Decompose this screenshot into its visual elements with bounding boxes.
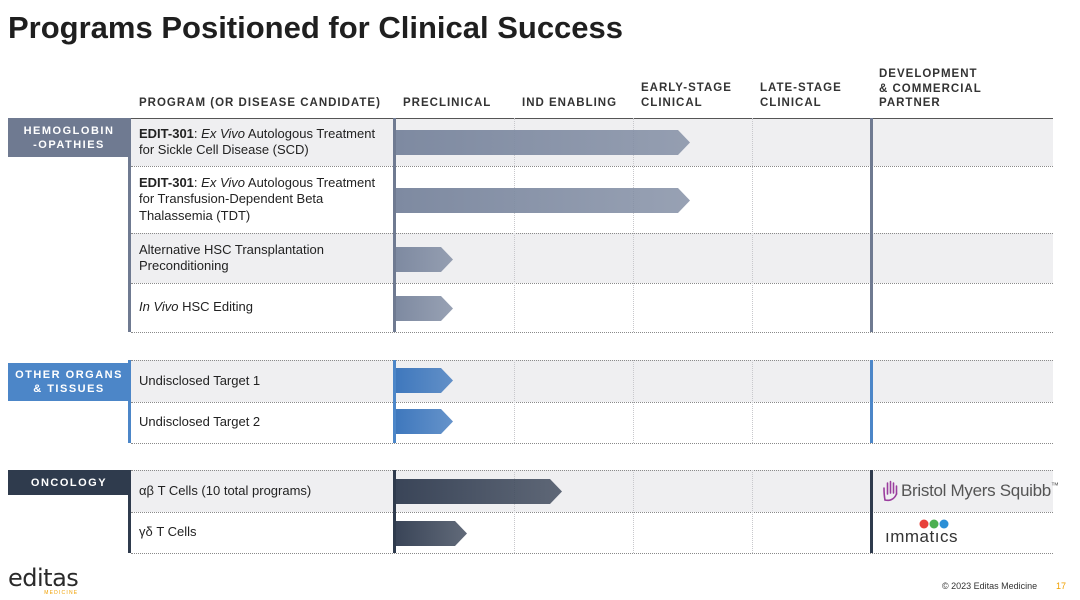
header-late-stage: LATE-STAGE CLINICAL: [760, 81, 842, 110]
header-early-line2: CLINICAL: [641, 96, 703, 109]
row-divider: [131, 402, 1053, 403]
program-text: Alternative HSC Transplantation Precondi…: [139, 241, 324, 274]
program-text: αβ T Cells (10 total programs): [139, 482, 312, 498]
category-line: ONCOLOGY: [30, 476, 108, 489]
progress-arrow: [396, 409, 453, 434]
row-bg-3: [131, 233, 1053, 283]
editas-subtext: MEDICINE: [44, 590, 79, 596]
column-separator: [514, 118, 515, 332]
group1-left-bar: [128, 118, 131, 332]
hand-icon: [883, 480, 898, 502]
program-text: Autologous Treatment for Sickle Cell Dis…: [139, 125, 376, 158]
progress-arrow: [396, 296, 453, 321]
header-late-line1: LATE-STAGE: [760, 82, 842, 94]
row-divider: [131, 443, 1053, 444]
header-program: PROGRAM (OR DISEASE CANDIDATE): [139, 97, 381, 109]
header-early-stage: EARLY-STAGE CLINICAL: [641, 81, 732, 110]
column-separator: [752, 118, 753, 332]
group3-partner-bar: [870, 470, 873, 553]
partner-immatics-logo: ımmatıcs: [885, 518, 989, 548]
program-code: EDIT-301: [139, 174, 194, 190]
progress-arrow: [396, 479, 562, 504]
program-text: γδ T Cells: [139, 524, 197, 540]
header-partner-line2: & COMMERCIAL: [879, 82, 982, 95]
row-bg-5: [131, 360, 1053, 402]
header-partner: DEVELOPMENT & COMMERCIAL PARTNER: [879, 67, 982, 111]
column-separator: [633, 360, 634, 443]
progress-arrow: [396, 247, 453, 272]
program-text: Autologous Treatment for Transfusion-Dep…: [139, 174, 376, 223]
immatics-wordmark: ımmatıcs: [885, 527, 958, 546]
program-colon: :: [193, 125, 202, 141]
column-separator: [752, 360, 753, 443]
bms-wordmark: Bristol Myers Squibb: [901, 481, 1051, 500]
column-separator: [633, 470, 634, 553]
category-other-organs: OTHER ORGANS & TISSUES: [8, 363, 130, 401]
column-separator: [633, 118, 634, 332]
group1-preclinical-bar: [393, 118, 396, 332]
editas-logo: editas MEDICINE: [8, 564, 79, 596]
category-line: -OPATHIES: [33, 138, 105, 151]
group2-partner-bar: [870, 360, 873, 443]
program-colon: :: [193, 174, 202, 190]
group3-left-bar: [128, 470, 131, 553]
row-divider: [131, 332, 1053, 333]
copyright-text: © 2023 Editas Medicine: [942, 581, 1038, 591]
program-name-8: γδ T Cells: [139, 512, 391, 553]
program-code: EDIT-301: [139, 125, 194, 141]
header-late-line2: CLINICAL: [760, 96, 822, 109]
header-preclinical: PRECLINICAL: [403, 97, 492, 109]
row-divider: [131, 233, 1053, 234]
category-oncology: ONCOLOGY: [8, 470, 130, 495]
category-line: & TISSUES: [33, 383, 105, 395]
group1-partner-bar: [870, 118, 873, 332]
partner-bms-logo: Bristol Myers Squibb ™: [882, 479, 1059, 503]
row-divider: [131, 512, 1053, 513]
progress-arrow: [396, 521, 467, 546]
program-name-2: EDIT-301: Ex Vivo Autologous Treatment f…: [139, 166, 391, 233]
row-divider: [131, 166, 1053, 167]
program-name-6: Undisclosed Target 2: [139, 402, 391, 443]
group2-preclinical-bar: [393, 360, 396, 443]
program-italic: In Vivo: [139, 299, 179, 315]
header-early-line1: EARLY-STAGE: [641, 82, 732, 94]
group3-preclinical-bar: [393, 470, 396, 553]
header-partner-line3: PARTNER: [879, 97, 941, 109]
row-divider: [131, 470, 1053, 471]
category-line: HEMOGLOBIN: [23, 124, 115, 137]
program-text: Undisclosed Target 1: [139, 372, 261, 388]
page-title: Programs Positioned for Clinical Success: [8, 10, 624, 45]
category-line: OTHER ORGANS: [15, 369, 123, 381]
program-text: Undisclosed Target 2: [139, 414, 261, 430]
page-number: 17: [1056, 581, 1067, 591]
bms-trademark: ™: [1050, 481, 1059, 490]
header-ind-enabling: IND ENABLING: [522, 97, 618, 109]
column-separator: [514, 360, 515, 443]
group1-top-line: [131, 118, 1053, 119]
category-hemoglobinopathies: HEMOGLOBIN -OPATHIES: [8, 118, 130, 157]
column-separator: [752, 470, 753, 553]
immatics-dots-icon: [919, 519, 949, 529]
progress-arrow: [396, 188, 690, 213]
program-name-4: In Vivo HSC Editing: [139, 283, 391, 332]
program-name-7: αβ T Cells (10 total programs): [139, 470, 391, 512]
program-text: HSC Editing: [178, 299, 253, 315]
row-divider: [131, 283, 1053, 284]
program-name-5: Undisclosed Target 1: [139, 360, 391, 402]
progress-arrow: [396, 368, 453, 393]
progress-arrow: [396, 130, 690, 155]
editas-wordmark: editas: [8, 564, 79, 592]
program-italic: Ex Vivo: [201, 125, 245, 141]
column-separator: [514, 470, 515, 553]
program-italic: Ex Vivo: [201, 174, 245, 190]
row-divider: [131, 360, 1053, 361]
header-partner-line1: DEVELOPMENT: [879, 68, 978, 80]
group2-left-bar: [128, 360, 131, 443]
program-name-3: Alternative HSC Transplantation Precondi…: [139, 233, 391, 283]
row-divider: [131, 553, 1053, 554]
program-name-1: EDIT-301: Ex Vivo Autologous Treatment f…: [139, 118, 391, 166]
row-bg-7: [131, 470, 1053, 512]
